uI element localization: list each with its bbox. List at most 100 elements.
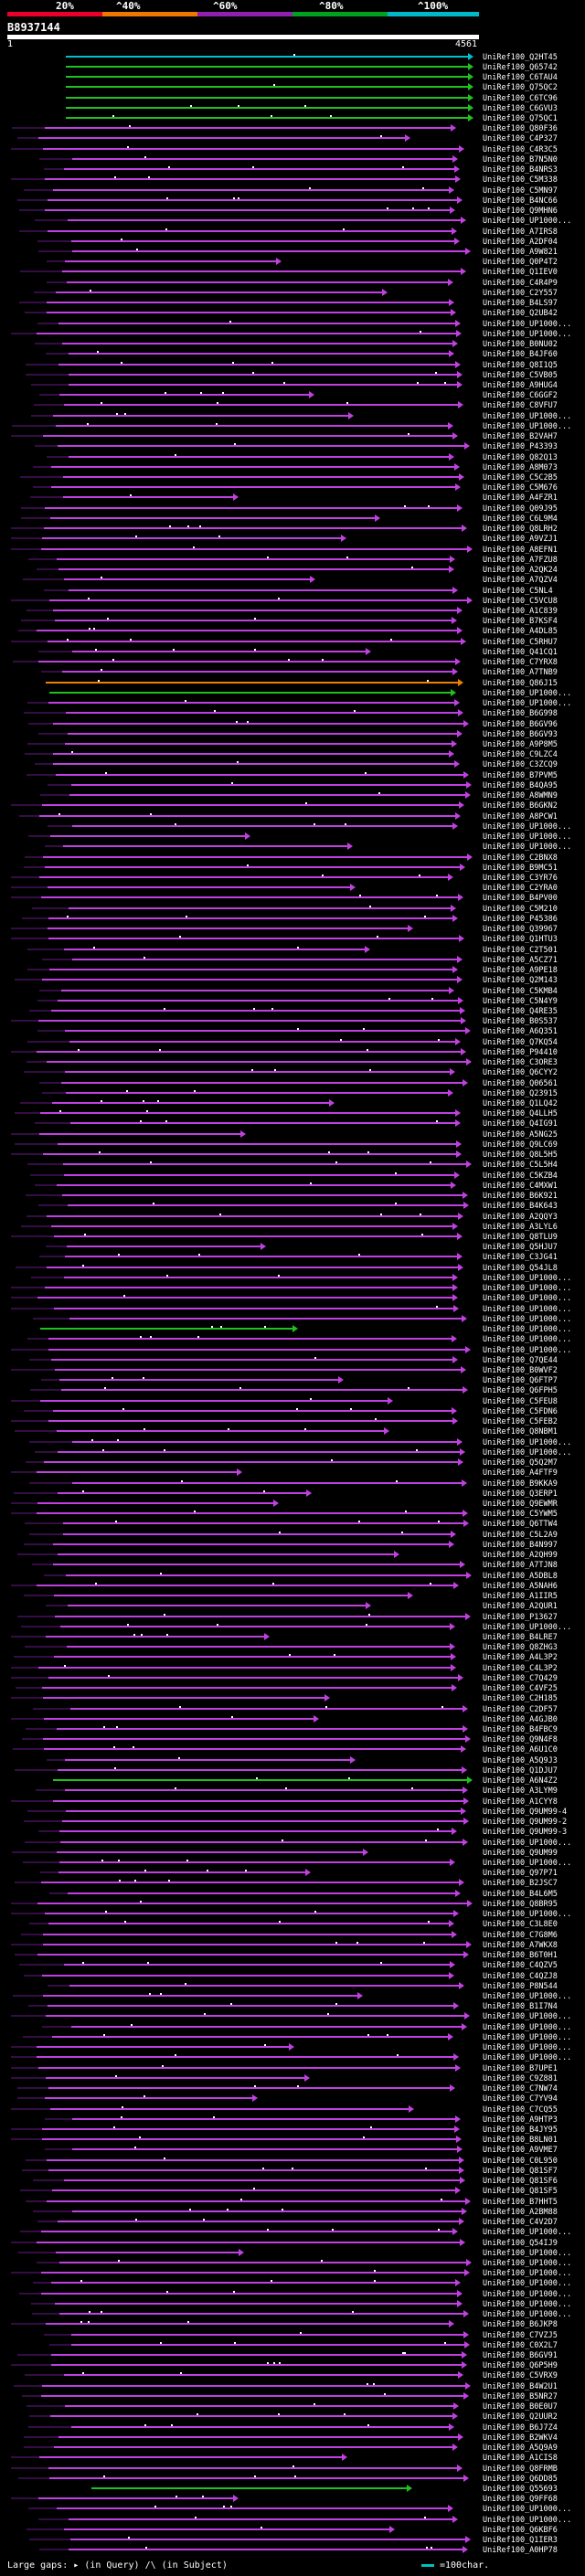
hit-label[interactable]: UniRef100_C4R4P9 [483, 279, 558, 288]
hit-label[interactable]: UniRef100_C6L9M4 [483, 514, 558, 524]
hit-label[interactable]: UniRef100_UP1000... [483, 1438, 571, 1447]
hit-row[interactable]: UniRef100_C3L8E0 [29, 1920, 558, 1929]
hit-label[interactable]: UniRef100_Q8FRMB [483, 2465, 558, 2474]
hit-label[interactable]: UniRef100_A5DBL8 [483, 1572, 558, 1581]
hit-label[interactable]: UniRef100_Q8TLU9 [483, 1233, 558, 1242]
hit-label[interactable]: UniRef100_C4VF25 [483, 1684, 558, 1693]
hit-label[interactable]: UniRef100_B6GKN2 [483, 801, 558, 811]
hit-row[interactable]: UniRef100_A0HP78 [39, 2546, 558, 2555]
hit-label[interactable]: UniRef100_B2VAH7 [483, 432, 558, 441]
hit-label[interactable]: UniRef100_C3ORE3 [483, 1058, 558, 1067]
hit-label[interactable]: UniRef100_C4L3P2 [483, 1664, 558, 1673]
hit-row[interactable]: UniRef100_Q6KBF6 [27, 2526, 558, 2535]
hit-row[interactable]: UniRef100_UP1000... [11, 2012, 571, 2021]
hit-row[interactable]: UniRef100_UP1000... [35, 217, 571, 226]
hit-row[interactable]: UniRef100_P8N544 [48, 1982, 558, 1991]
hit-row[interactable]: UniRef100_A7TJN8 [32, 1561, 558, 1570]
hit-row[interactable]: UniRef100_B4N997 [24, 1541, 558, 1550]
hit-row[interactable]: UniRef100_Q8TLU9 [11, 1233, 558, 1242]
hit-label[interactable]: UniRef100_C4P327 [483, 134, 558, 143]
hit-label[interactable]: UniRef100_A9HUG4 [483, 381, 558, 390]
hit-label[interactable]: UniRef100_C5L2A9 [483, 1531, 558, 1540]
hit-label[interactable]: UniRef100_B6GV96 [483, 720, 558, 729]
hit-row[interactable]: UniRef100_B6K921 [26, 1192, 558, 1201]
hit-row[interactable]: UniRef100_A2QUR1 [46, 1602, 558, 1611]
hit-label[interactable]: UniRef100_Q86J15 [483, 679, 558, 688]
hit-row[interactable]: UniRef100_UP1000... [21, 1623, 571, 1632]
hit-label[interactable]: UniRef100_UP1000... [483, 320, 571, 329]
hit-row[interactable]: UniRef100_A1CYY8 [11, 1797, 558, 1807]
hit-label[interactable]: UniRef100_UP1000... [483, 1859, 571, 1868]
hit-label[interactable]: UniRef100_B4LS97 [483, 299, 558, 308]
hit-label[interactable]: UniRef100_UP1000... [483, 2043, 571, 2052]
hit-label[interactable]: UniRef100_A9VME7 [483, 2146, 558, 2155]
hit-row[interactable]: UniRef100_UP1000... [27, 1335, 571, 1344]
hit-row[interactable]: UniRef100_A2QQY3 [27, 1213, 558, 1222]
hit-label[interactable]: UniRef100_UP1000... [483, 822, 571, 832]
hit-label[interactable]: UniRef100_C2DF57 [483, 1705, 558, 1714]
hit-row[interactable]: UniRef100_A7WKX8 [11, 1941, 558, 1950]
hit-row[interactable]: UniRef100_Q80F36 [12, 124, 558, 133]
hit-label[interactable]: UniRef100_C5KZB4 [483, 1171, 558, 1181]
hit-label[interactable]: UniRef100_A0HP78 [483, 2546, 558, 2555]
hit-row[interactable]: UniRef100_A3LYM9 [36, 1786, 558, 1796]
hit-label[interactable]: UniRef100_Q1DJU7 [483, 1766, 558, 1776]
hit-label[interactable]: UniRef100_A5NAH6 [483, 1582, 558, 1591]
hit-row[interactable]: UniRef100_Q9FF68 [11, 2495, 558, 2504]
hit-label[interactable]: UniRef100_P13627 [483, 1613, 558, 1622]
hit-row[interactable]: UniRef100_C2Y557 [34, 289, 558, 298]
hit-label[interactable]: UniRef100_Q5HJU7 [483, 1243, 558, 1252]
hit-row[interactable]: UniRef100_Q86J15 [46, 679, 558, 688]
hit-label[interactable]: UniRef100_UP1000... [483, 2053, 571, 2062]
hit-row[interactable]: UniRef100_A4L3P2 [14, 1653, 558, 1662]
hit-label[interactable]: UniRef100_C7NW74 [483, 2084, 558, 2094]
hit-label[interactable]: UniRef100_UP1000... [483, 2249, 571, 2258]
hit-row[interactable]: UniRef100_UP1000... [33, 2279, 571, 2288]
hit-row[interactable]: UniRef100_A2QH99 [17, 1551, 558, 1560]
hit-row[interactable]: UniRef100_A8PCW1 [19, 812, 558, 822]
hit-label[interactable]: UniRef100_C7CQ55 [483, 2105, 558, 2115]
hit-row[interactable]: UniRef100_Q1LQ42 [20, 1099, 558, 1108]
hit-row[interactable]: UniRef100_UP1000... [28, 832, 571, 842]
hit-label[interactable]: UniRef100_UP1000... [483, 2033, 571, 2042]
hit-row[interactable]: UniRef100_C8VFU7 [34, 401, 558, 410]
hit-row[interactable]: UniRef100_Q6CYY2 [24, 1068, 558, 1077]
hit-row[interactable]: UniRef100_Q6FTP7 [41, 1376, 558, 1385]
hit-label[interactable]: UniRef100_P94410 [483, 1048, 558, 1057]
hit-row[interactable]: UniRef100_B2WKV4 [24, 2433, 558, 2443]
hit-label[interactable]: UniRef100_Q9UM99-2 [483, 1818, 567, 1827]
hit-row[interactable]: UniRef100_Q9UM99 [12, 1849, 558, 1858]
hit-row[interactable]: UniRef100_C3ZCQ9 [35, 760, 558, 769]
hit-label[interactable]: UniRef100_B7UPE1 [483, 2064, 558, 2073]
hit-row[interactable]: UniRef100_A2DF04 [37, 238, 558, 247]
hit-label[interactable]: UniRef100_B2WKV4 [483, 2433, 558, 2443]
hit-label[interactable]: UniRef100_C4R3C5 [483, 145, 558, 154]
hit-row[interactable]: UniRef100_A2QK24 [37, 566, 558, 575]
hit-label[interactable]: UniRef100_C6GGF2 [483, 391, 558, 400]
hit-label[interactable]: UniRef100_A4L3P2 [483, 1653, 558, 1662]
hit-label[interactable]: UniRef100_B6GV91 [483, 2351, 558, 2360]
hit-label[interactable]: UniRef100_UP1000... [483, 1992, 571, 2001]
hit-label[interactable]: UniRef100_Q3ERP1 [483, 1489, 558, 1499]
hit-row[interactable]: UniRef100_UP1000... [11, 1910, 571, 1919]
hit-row[interactable]: UniRef100_C5VRX9 [25, 2371, 558, 2380]
hit-label[interactable]: UniRef100_C5C2B5 [483, 473, 558, 482]
hit-label[interactable]: UniRef100_C3ZCQ9 [483, 760, 558, 769]
hit-label[interactable]: UniRef100_UP1000... [483, 1315, 571, 1324]
hit-label[interactable]: UniRef100_Q97P71 [483, 1869, 558, 1878]
hit-row[interactable]: UniRef100_C4VF25 [16, 1684, 558, 1693]
hit-label[interactable]: UniRef100_Q8L5H5 [483, 1150, 558, 1160]
hit-row[interactable]: UniRef100_B4QA95 [48, 781, 558, 790]
hit-label[interactable]: UniRef100_Q8BR95 [483, 1900, 558, 1909]
hit-row[interactable]: UniRef100_Q65742 [66, 63, 558, 72]
hit-label[interactable]: UniRef100_B7KSF4 [483, 617, 558, 626]
hit-row[interactable]: UniRef100_B4NC66 [17, 196, 558, 206]
hit-row[interactable]: UniRef100_A5DBL8 [44, 1572, 558, 1581]
hit-row[interactable]: UniRef100_C2YRA0 [11, 884, 558, 893]
hit-row[interactable]: UniRef100_A9HTP3 [45, 2115, 558, 2125]
hit-label[interactable]: UniRef100_B0S537 [483, 1017, 558, 1026]
hit-label[interactable]: UniRef100_B4K643 [483, 1202, 558, 1211]
hit-label[interactable]: UniRef100_A7TJN8 [483, 1561, 558, 1570]
hit-label[interactable]: UniRef100_UP1000... [483, 1294, 571, 1303]
hit-label[interactable]: UniRef100_UP1000... [483, 2300, 571, 2309]
